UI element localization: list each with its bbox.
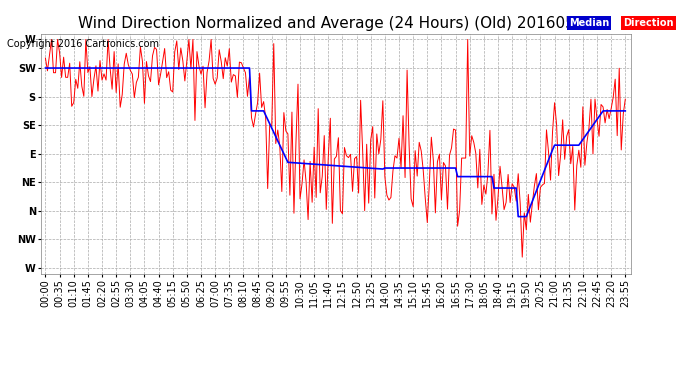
Title: Wind Direction Normalized and Average (24 Hours) (Old) 20160525: Wind Direction Normalized and Average (2… [79,16,594,31]
Text: Median: Median [569,18,609,28]
Text: Copyright 2016 Cartronics.com: Copyright 2016 Cartronics.com [7,39,159,50]
Text: Direction: Direction [623,18,673,28]
